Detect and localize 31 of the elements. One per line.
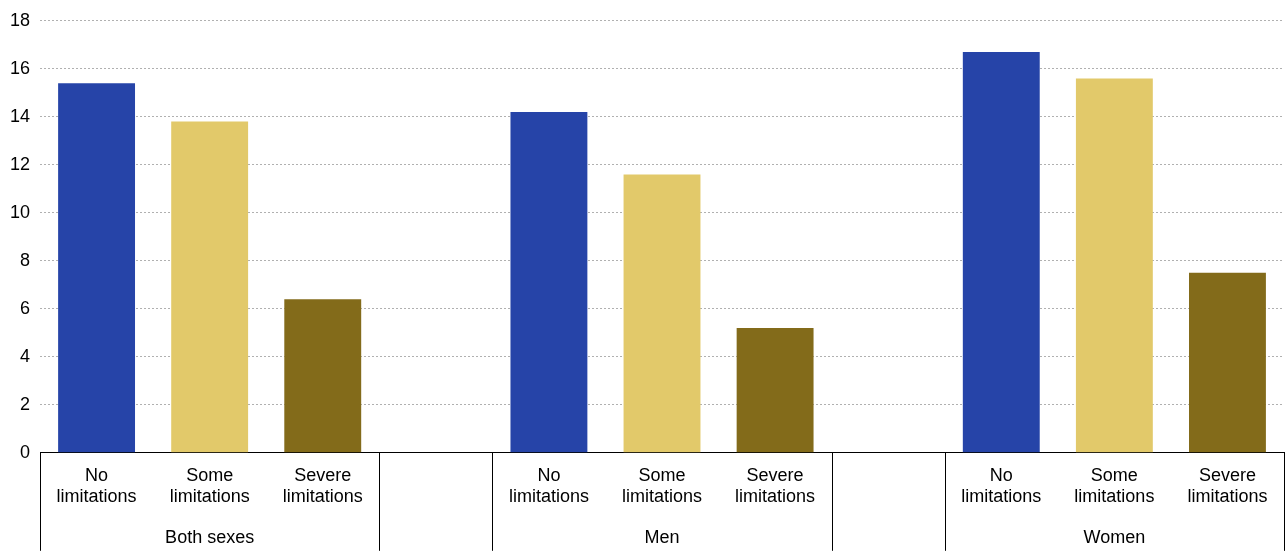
bar [1075, 78, 1153, 453]
y-tick-label: 10 [9, 201, 31, 222]
y-tick-label: 8 [20, 249, 31, 270]
text: Women [1083, 526, 1146, 547]
y-tick-label: 0 [20, 441, 31, 462]
y-tick-label: 18 [9, 9, 31, 30]
y-tick-label: 6 [20, 297, 31, 318]
bar [623, 174, 701, 453]
bar [510, 112, 588, 453]
bar [284, 299, 362, 453]
bar [171, 121, 249, 453]
x-tick-label: Severe limitations [735, 464, 816, 507]
x-tick-label: No limitations [508, 464, 589, 507]
text: Men [644, 526, 680, 547]
x-tick-label: No limitations [961, 464, 1042, 507]
y-tick-label: 2 [20, 393, 31, 414]
y-tick-label: 16 [9, 57, 31, 78]
x-tick-label: Some limitations [169, 464, 250, 507]
bar [736, 328, 814, 453]
x-tick-label: Some limitations [622, 464, 703, 507]
y-tick-label: 14 [9, 105, 31, 126]
bar [58, 83, 136, 453]
bar [1189, 272, 1266, 453]
y-tick-label: 4 [20, 345, 31, 366]
y-tick-label: 12 [9, 153, 31, 174]
bar [962, 52, 1040, 453]
x-tick-label: Severe limitations [1187, 464, 1268, 507]
x-tick-label: Some limitations [1074, 464, 1155, 507]
x-tick-label: Severe limitations [282, 464, 363, 507]
text: Both sexes [165, 526, 255, 547]
x-tick-label: No limitations [56, 464, 137, 507]
